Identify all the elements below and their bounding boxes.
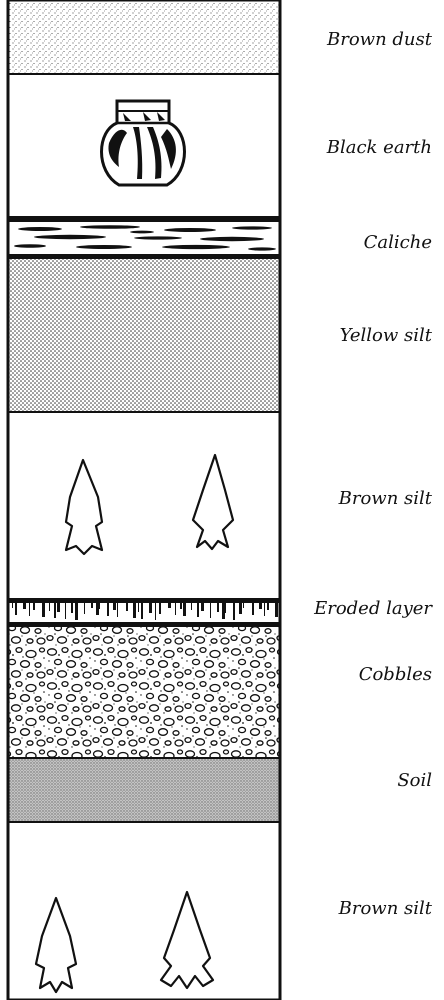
label-yellow-silt: Yellow silt — [339, 325, 432, 346]
column-border — [6, 0, 282, 1000]
projectile-point-icon — [64, 458, 104, 556]
label-black-earth: Black earth — [326, 137, 432, 158]
label-cobbles: Cobbles — [358, 664, 432, 685]
label-caliche: Caliche — [363, 232, 432, 253]
projectile-point-icon — [159, 890, 215, 990]
label-brown-silt-lower: Brown silt — [338, 898, 432, 919]
label-eroded-layer: Eroded layer — [314, 598, 432, 619]
layer-eroded — [8, 599, 280, 626]
label-soil: Soil — [397, 770, 432, 791]
label-brown-silt-upper: Brown silt — [338, 488, 432, 509]
layer-cobbles — [8, 626, 280, 758]
layer-brown-dust — [8, 0, 280, 74]
projectile-point-icon — [34, 896, 78, 994]
layer-yellow-silt — [8, 258, 280, 412]
layer-brown-silt-upper — [8, 412, 280, 599]
projectile-point-icon — [191, 453, 235, 551]
pottery-jar-icon — [100, 99, 186, 187]
layer-caliche — [8, 217, 280, 258]
layer-soil — [8, 758, 280, 822]
label-brown-dust: Brown dust — [327, 29, 432, 50]
layer-boundaries — [8, 73, 280, 823]
